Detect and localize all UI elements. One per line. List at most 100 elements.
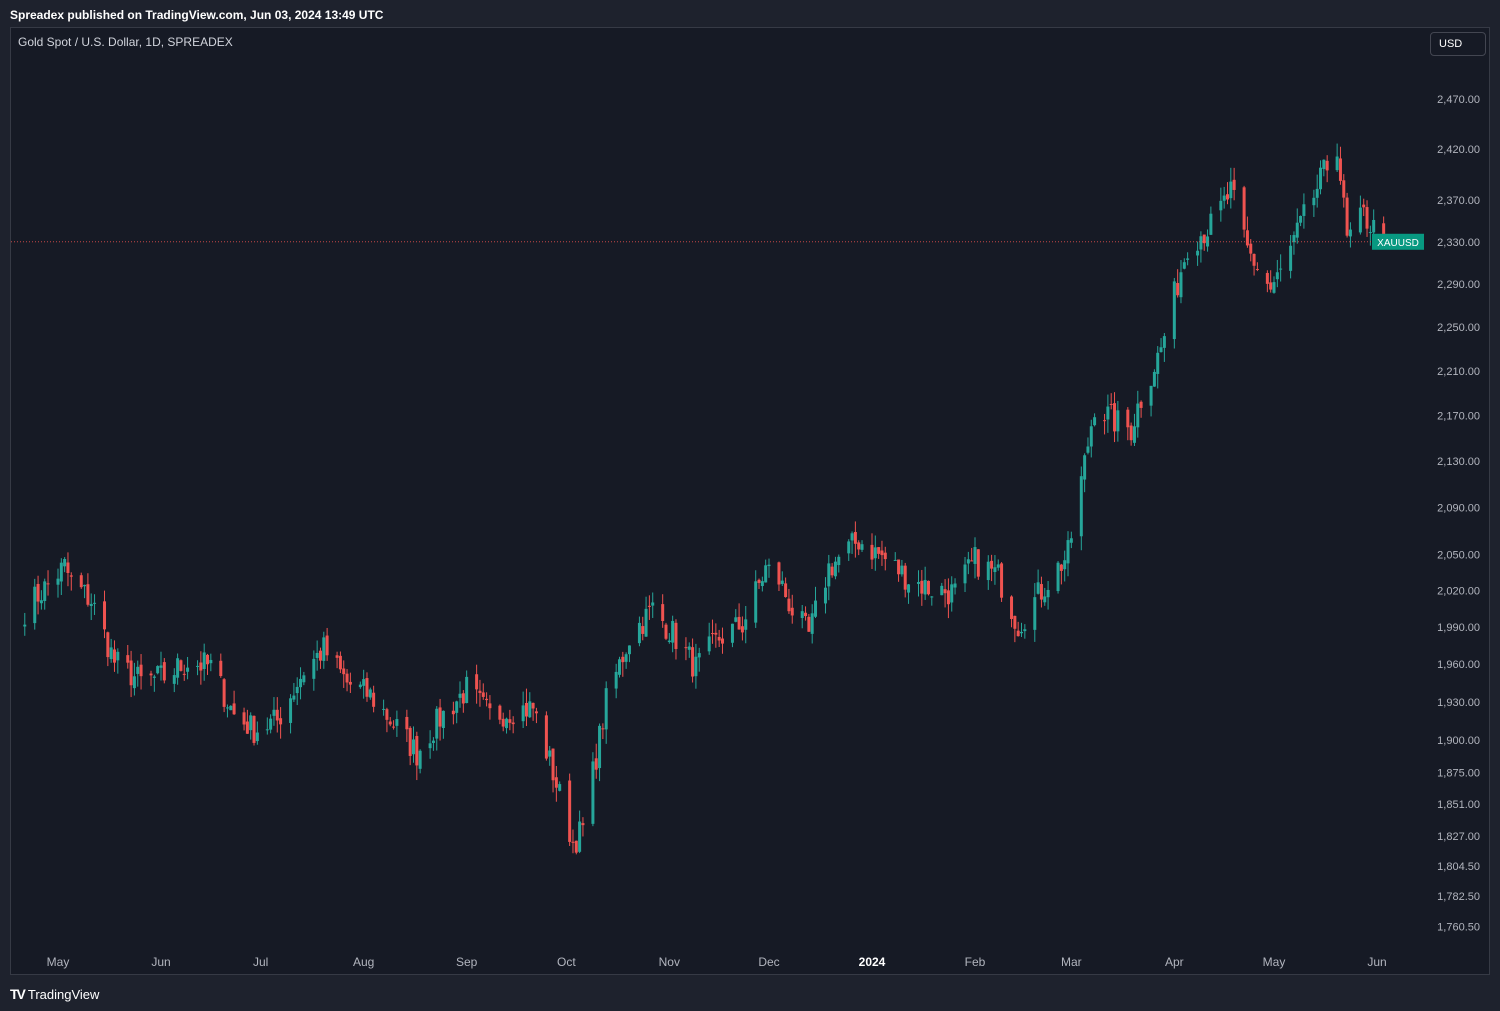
- candle-body: [594, 758, 598, 770]
- candle-body: [66, 562, 70, 573]
- candle-body: [229, 705, 233, 711]
- candle-body: [1272, 282, 1276, 293]
- candle-body: [554, 777, 558, 788]
- candle-body: [534, 711, 538, 714]
- candle-body: [186, 667, 190, 672]
- currency-button[interactable]: USD: [1430, 32, 1486, 56]
- candle-body: [807, 616, 811, 632]
- candle-body: [963, 564, 967, 584]
- candle-body: [1186, 258, 1190, 260]
- candle-body: [857, 542, 861, 550]
- candle-body: [691, 647, 695, 677]
- candle-body: [687, 646, 691, 650]
- candle-body: [591, 761, 595, 824]
- candle-body: [674, 622, 678, 649]
- candle-body: [1063, 560, 1067, 570]
- candle-body: [1302, 204, 1306, 216]
- candle-body: [667, 640, 671, 643]
- candle-body: [1335, 156, 1339, 171]
- tradingview-logo-icon: TV: [10, 986, 26, 1002]
- candle-body: [322, 637, 326, 661]
- y-axis-tick-label: 1,804.50: [1437, 861, 1480, 873]
- candle-body: [1322, 159, 1326, 170]
- candle-body: [1046, 589, 1050, 598]
- candle-body: [870, 544, 874, 560]
- candle-body: [345, 673, 349, 683]
- candle-body: [1162, 336, 1166, 348]
- candle-body: [641, 626, 645, 634]
- candle-body: [993, 567, 997, 573]
- candle-body: [877, 547, 881, 554]
- y-axis-tick-label: 2,050.00: [1437, 550, 1480, 562]
- candle-body: [252, 715, 256, 743]
- candle-body: [279, 718, 283, 725]
- y-axis-tick-label: 2,470.00: [1437, 94, 1480, 106]
- symbol-title: Gold Spot / U.S. Dollar, 1D, SPREADEX: [18, 35, 233, 49]
- candle-body: [1275, 272, 1279, 280]
- candle-body: [1255, 268, 1259, 270]
- candle-body: [1116, 410, 1120, 432]
- y-axis-tick-label: 1,960.00: [1437, 659, 1480, 671]
- candle-body: [571, 841, 575, 843]
- x-axis-tick-label: Jun: [151, 955, 170, 969]
- candle-body: [411, 739, 415, 755]
- candle-body: [664, 624, 668, 639]
- x-axis-tick-label: Mar: [1061, 955, 1082, 969]
- candle-body: [830, 566, 834, 576]
- x-axis-tick-label: Aug: [353, 955, 374, 969]
- candle-body: [219, 660, 223, 677]
- candle-body: [814, 600, 818, 617]
- candle-body: [481, 692, 485, 697]
- candle-body: [478, 690, 482, 693]
- candle-body: [833, 561, 837, 577]
- candle-body: [614, 671, 618, 689]
- candle-body: [1279, 268, 1283, 270]
- candle-body: [179, 660, 183, 671]
- y-axis-tick-label: 2,170.00: [1437, 411, 1480, 423]
- candle-body: [418, 750, 422, 769]
- candle-body: [292, 695, 296, 700]
- candle-body: [428, 743, 432, 749]
- candle-body: [93, 602, 97, 604]
- candle-body: [940, 585, 944, 596]
- candle-body: [36, 583, 40, 602]
- candle-body: [249, 715, 253, 731]
- candle-body: [498, 705, 502, 720]
- candle-body: [1083, 455, 1087, 480]
- candle-body: [873, 547, 877, 559]
- candle-body: [368, 689, 372, 698]
- candle-body: [348, 681, 352, 685]
- candle-body: [59, 562, 63, 582]
- candle-body: [312, 658, 316, 679]
- candle-body: [637, 622, 641, 644]
- candle-body: [661, 604, 665, 621]
- y-axis-tick-label: 2,090.00: [1437, 502, 1480, 514]
- candle-body: [1043, 596, 1047, 603]
- candle-body: [1139, 401, 1143, 408]
- candle-body: [897, 559, 901, 575]
- candle-body: [1206, 236, 1210, 247]
- candle-body: [617, 659, 621, 675]
- candle-body: [1113, 403, 1117, 432]
- candle-body: [767, 564, 771, 567]
- candle-body: [508, 719, 512, 723]
- publish-info: Spreadex published on TradingView.com, J…: [10, 8, 384, 22]
- candle-body: [558, 784, 562, 791]
- candle-body: [1358, 207, 1362, 233]
- tradingview-logo[interactable]: TV TradingView: [10, 986, 99, 1002]
- candle-body: [1126, 409, 1130, 428]
- candle-body: [694, 656, 698, 677]
- y-axis-tick-label: 1,930.00: [1437, 697, 1480, 709]
- chart-frame[interactable]: [10, 27, 1490, 975]
- candle-body: [395, 719, 399, 726]
- candle-body: [1202, 234, 1206, 244]
- candle-body: [372, 692, 376, 707]
- candle-body: [1010, 596, 1014, 620]
- candle-body: [265, 729, 269, 731]
- candle-body: [1289, 245, 1293, 271]
- candle-body: [568, 780, 572, 842]
- candle-body: [176, 658, 180, 678]
- candle-body: [893, 559, 897, 561]
- candle-body: [578, 821, 582, 852]
